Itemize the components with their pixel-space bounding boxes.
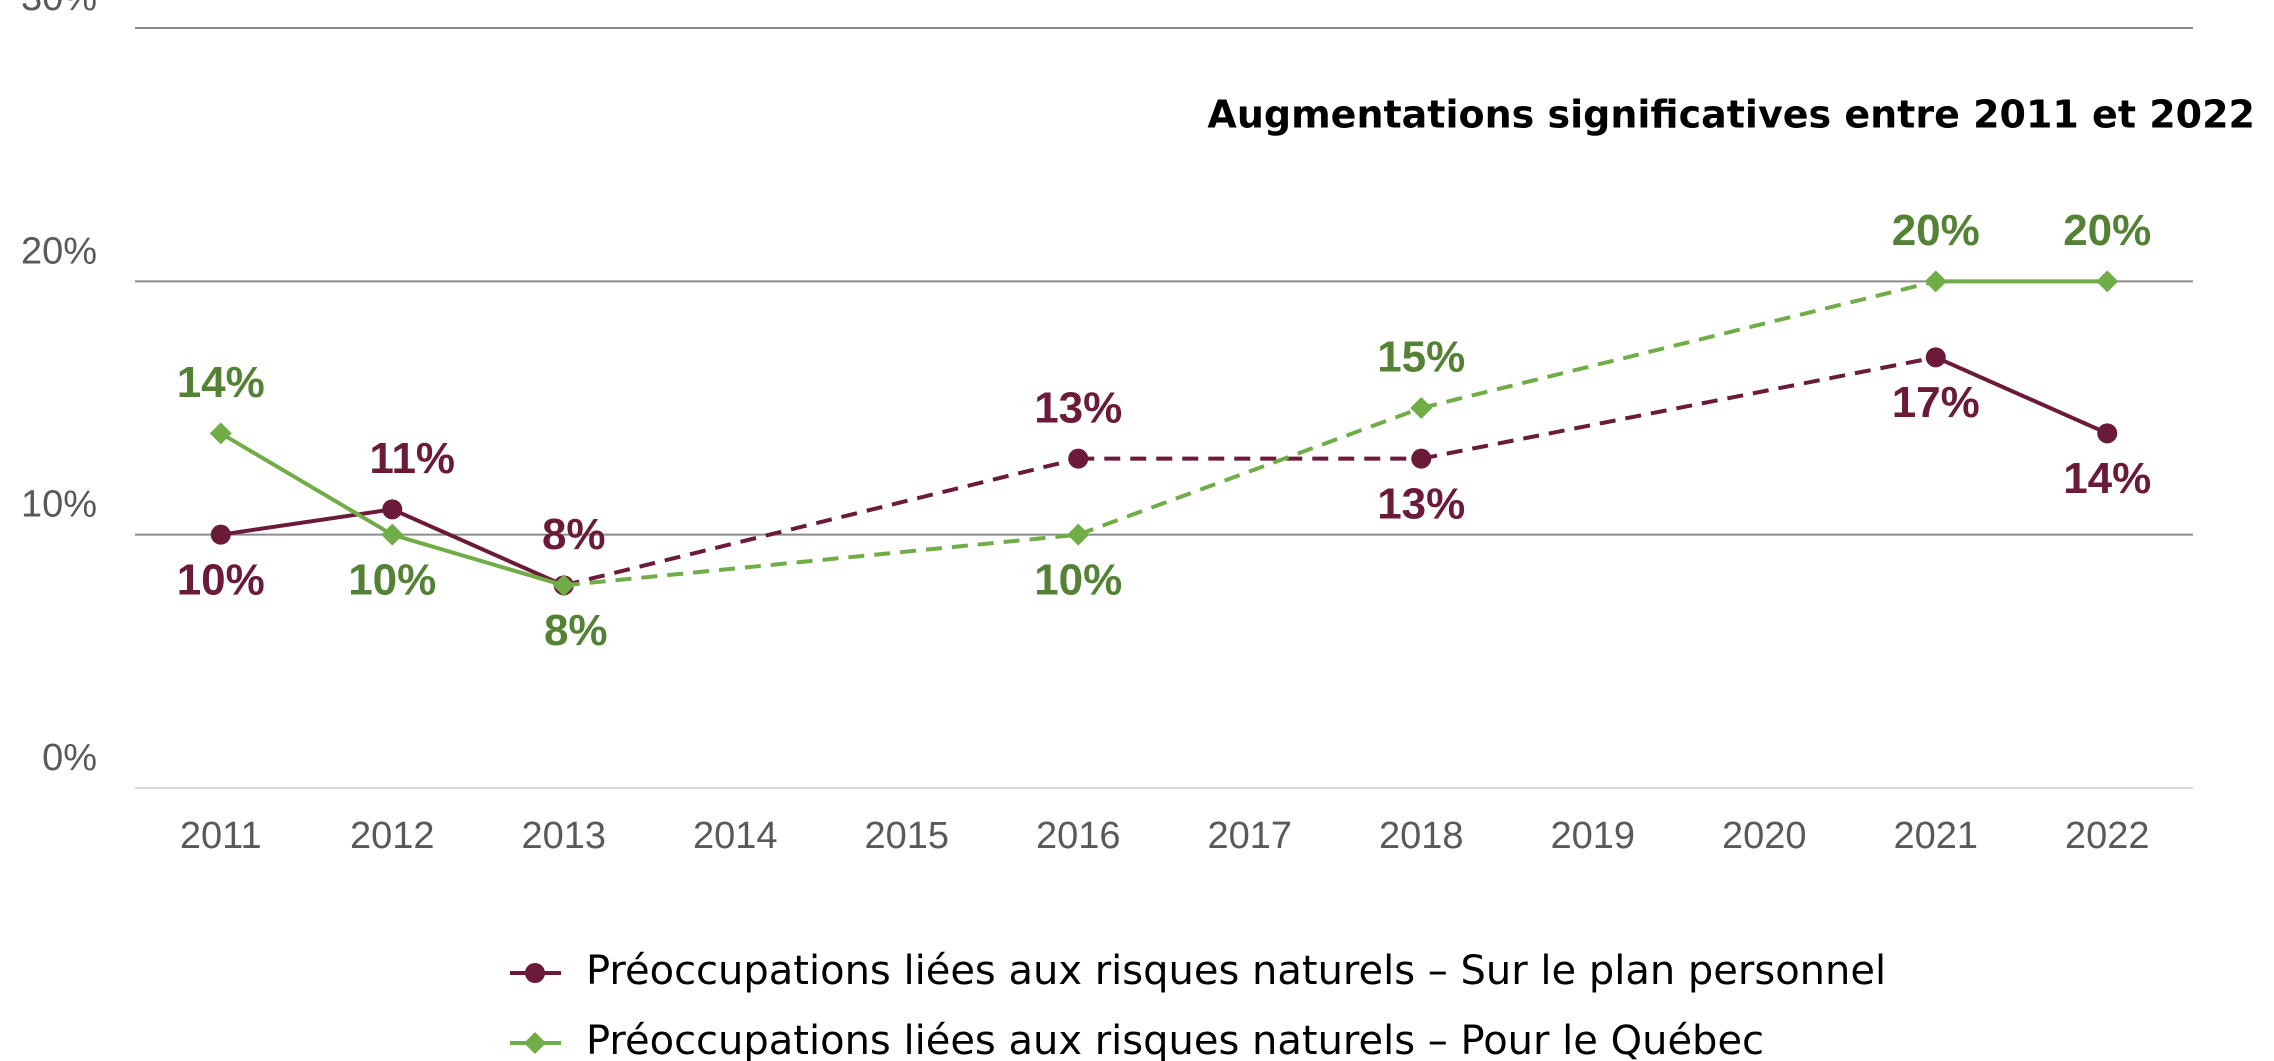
data-label: 20% [2063,206,2151,255]
marker [210,524,231,545]
data-label: 13% [1034,383,1122,432]
data-label: 20% [1892,206,1980,255]
line-segment [1420,355,1937,461]
marker [1067,523,1090,546]
data-label: 15% [1377,333,1465,382]
line-segment [1077,406,1422,537]
y-tick-label: 10% [21,484,97,526]
line-segment [391,532,565,588]
marker [1410,397,1433,419]
x-tick-label: 2014 [693,815,778,857]
data-label: 10% [1034,555,1122,604]
marker [552,574,575,597]
line-segment [563,456,1079,588]
x-tick-label: 2019 [1550,815,1635,857]
line-segment [220,507,393,537]
marker [2097,423,2118,444]
x-tick-label: 2013 [521,815,606,857]
marker [1925,347,1946,368]
y-tick-label: 20% [21,230,97,272]
y-tick-label: 0% [42,737,97,779]
legend-marker [524,1032,546,1054]
marker [381,523,404,546]
x-tick-label: 2020 [1722,815,1807,857]
data-label: 10% [177,555,265,604]
line-segment [1934,355,2109,436]
x-tick-label: 2017 [1207,815,1292,857]
data-label: 13% [1377,479,1465,528]
marker [1924,270,1947,293]
x-tick-label: 2016 [1036,815,1121,857]
legend-marker [525,963,545,983]
x-tick-label: 2011 [180,815,262,857]
marker [382,499,403,520]
marker [1411,448,1432,469]
data-label: 17% [1892,378,1980,427]
x-tick-label: 2015 [864,815,949,857]
annotation: Augmentations significatives entre 2011 … [1207,93,2255,137]
data-label: 8% [542,510,606,559]
x-tick-label: 2018 [1379,815,1464,857]
legend-label: Préoccupations liées aux risques naturel… [586,948,1886,994]
marker [2096,270,2119,293]
data-label: 14% [177,358,265,407]
line-segment [1420,279,1937,410]
data-label: 14% [2063,454,2151,503]
marker [1068,448,1089,469]
data-label: 8% [544,606,608,655]
x-tick-label: 2022 [2065,815,2150,857]
line-segment [219,431,394,537]
line-segment [391,507,565,588]
data-label: 11% [369,434,455,483]
marker [209,422,232,445]
x-tick-label: 2021 [1893,815,1978,857]
line-segment [563,532,1079,588]
x-tick-label: 2012 [350,815,435,857]
data-label: 10% [348,555,436,604]
y-tick-label: 30% [21,0,97,19]
legend-label: Préoccupations liées aux risques naturel… [586,1018,1764,1061]
